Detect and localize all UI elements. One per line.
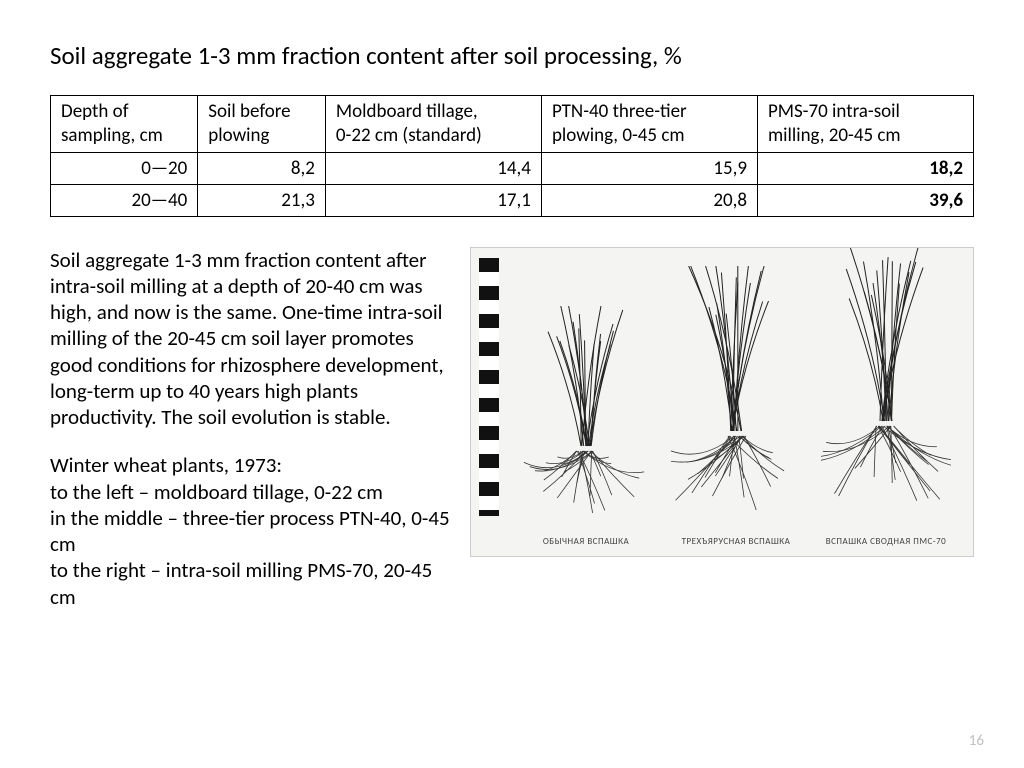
plant-sample: обычная вспашка <box>521 306 651 521</box>
table-cell: 20—40 <box>51 184 198 216</box>
data-table: Depth ofsampling, cmSoil beforeplowingMo… <box>50 95 974 217</box>
table-cell: 21,3 <box>198 184 326 216</box>
body-text: Soil aggregate 1-3 mm fraction content a… <box>50 247 450 632</box>
plant-sample: вспашка сводная ПМС-70 <box>821 247 951 521</box>
paragraph: Soil aggregate 1-3 mm fraction content a… <box>50 247 450 431</box>
plant-caption: обычная вспашка <box>521 536 651 547</box>
table-cell: 15,9 <box>541 152 757 184</box>
plant-caption: трехъярусная вспашка <box>671 536 801 547</box>
table-cell: 8,2 <box>198 152 326 184</box>
table-cell: 20,8 <box>541 184 757 216</box>
table-col-header: PMS-70 intra-soilmilling, 20-45 cm <box>757 96 973 153</box>
table-cell: 39,6 <box>757 184 973 216</box>
slide-title: Soil aggregate 1-3 mm fraction content a… <box>50 40 974 71</box>
plant-figure: обычная вспашкатрехъярусная вспашкавспаш… <box>470 247 974 557</box>
table-cell: 17,1 <box>325 184 541 216</box>
table-row: 0—208,214,415,918,2 <box>51 152 974 184</box>
table-col-header: Moldboard tillage,0-22 cm (standard) <box>325 96 541 153</box>
table-row: 20—4021,317,120,839,6 <box>51 184 974 216</box>
table-cell: 14,4 <box>325 152 541 184</box>
table-cell: 18,2 <box>757 152 973 184</box>
table-col-header: Depth ofsampling, cm <box>51 96 198 153</box>
table-cell: 0—20 <box>51 152 198 184</box>
paragraph: Winter wheat plants, 1973:to the left – … <box>50 452 450 610</box>
page-number: 16 <box>969 732 984 750</box>
table-body: 0—208,214,415,918,220—4021,317,120,839,6 <box>51 152 974 216</box>
plant-caption: вспашка сводная ПМС-70 <box>821 536 951 547</box>
table-header-row: Depth ofsampling, cmSoil beforeplowingMo… <box>51 96 974 153</box>
scale-ruler-icon <box>479 258 499 516</box>
table-col-header: Soil beforeplowing <box>198 96 326 153</box>
table-col-header: PTN-40 three-tierplowing, 0-45 cm <box>541 96 757 153</box>
plant-sample: трехъярусная вспашка <box>671 266 801 521</box>
